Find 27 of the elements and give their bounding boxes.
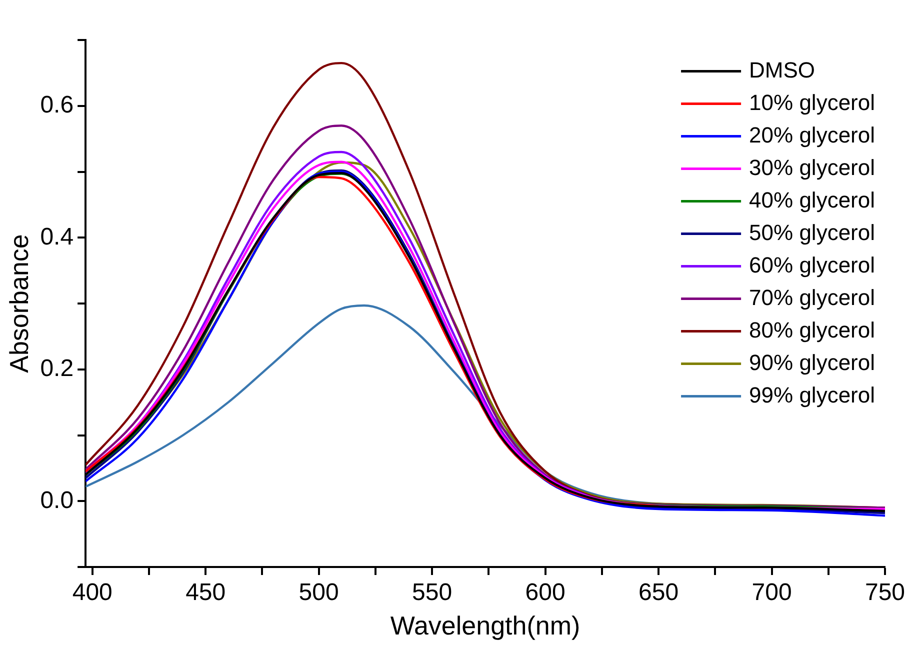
legend-label: 10% glycerol	[749, 90, 875, 115]
legend-label: 90% glycerol	[749, 350, 875, 375]
x-tick-label: 650	[638, 579, 679, 606]
line-series	[86, 176, 660, 508]
x-tick-label: 500	[298, 579, 339, 606]
legend-label: 30% glycerol	[749, 154, 875, 180]
x-tick-label: 700	[752, 579, 792, 606]
y-tick-label: 0.2	[40, 355, 74, 382]
y-tick-label: 0.6	[40, 92, 74, 118]
x-tick-label: 600	[525, 579, 566, 606]
legend-label: DMSO	[749, 57, 816, 82]
legend-label: 70% glycerol	[749, 284, 875, 310]
y-axis-title: Absorbance	[4, 234, 34, 373]
legend-label: 20% glycerol	[749, 122, 875, 148]
legend-label: 80% glycerol	[749, 317, 875, 342]
legend-label: 50% glycerol	[749, 220, 875, 245]
legend-label: 40% glycerol	[749, 187, 875, 212]
x-tick-label: 450	[186, 579, 226, 606]
y-tick-label: 0.4	[40, 223, 74, 250]
x-tick-label: 400	[72, 579, 112, 606]
legend-label: 60% glycerol	[749, 252, 875, 278]
y-tick-label: 0.0	[40, 486, 74, 514]
x-tick-label: 550	[412, 579, 452, 606]
x-tick-label: 750	[864, 579, 906, 606]
line-series	[86, 150, 592, 498]
x-axis-title: Wavelength(nm)	[390, 610, 580, 641]
legend-label: 99% glycerol	[749, 382, 875, 408]
